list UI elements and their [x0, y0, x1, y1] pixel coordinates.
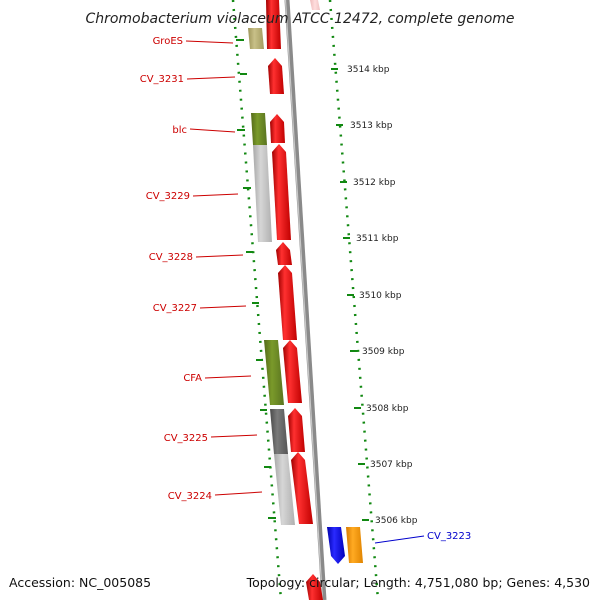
gene-arrow-cv3225 [288, 408, 305, 452]
kbp-label-3510: 3510 kbp [359, 291, 402, 301]
gene-arrow-cv3224 [291, 452, 313, 524]
label-leader-cv3223 [374, 535, 425, 544]
gene-label-cv3227: CV_3227 [153, 303, 197, 314]
cds-feature-lightgray-2 [274, 454, 295, 525]
cds-feature-olive-2 [264, 340, 284, 405]
gene-label-cv3231: CV_3231 [140, 74, 184, 85]
gene-label-blc: blc [172, 125, 187, 136]
gene-arrow-bottom [306, 574, 323, 600]
reverse-genes [327, 527, 363, 564]
genome-backbone [284, 0, 327, 600]
accession-text: Accession: NC_005085 [9, 575, 151, 590]
inner-tick-marks [236, 39, 276, 519]
gene-label-cv3224: CV_3224 [168, 491, 212, 502]
gene-label-cv3229: CV_3229 [146, 191, 190, 202]
label-leaders [185, 40, 263, 496]
gene-labels: GroES CV_3231 blc CV_3229 CV_3228 CV_322… [140, 36, 472, 542]
kbp-label-3511: 3511 kbp [356, 234, 399, 244]
gene-label-cfa: CFA [183, 373, 202, 384]
outer-dotted-ring [328, 0, 380, 600]
gene-arrow-top-faded [310, 0, 320, 10]
cds-feature-khaki [248, 28, 264, 49]
gene-label-cv3223: CV_3223 [427, 531, 471, 542]
map-title: Chromobacterium violaceum ATCC 12472, co… [85, 11, 514, 27]
gene-arrow-cv3228 [276, 242, 292, 265]
gene-label-cv3225: CV_3225 [164, 433, 208, 444]
gene-arrow-blc [270, 114, 285, 143]
gene-arrow-cv3231 [268, 58, 284, 94]
cds-feature-olive-1 [251, 113, 267, 145]
cds-feature-darkgray [270, 409, 288, 454]
kbp-label-3507: 3507 kbp [370, 460, 413, 470]
kbp-labels: 3514 kbp 3513 kbp 3512 kbp 3511 kbp 3510… [347, 65, 418, 526]
gene-feature-cv3223-orange [346, 527, 363, 563]
kbp-label-3513: 3513 kbp [350, 121, 393, 131]
forward-genes [266, 0, 323, 600]
outer-tick-marks [331, 68, 369, 521]
gene-arrow-cv3229 [272, 144, 291, 240]
inner-dotted-ring [231, 0, 283, 600]
kbp-label-3508: 3508 kbp [366, 404, 409, 414]
gene-label-groes: GroES [153, 36, 183, 47]
gene-arrow-groes [266, 0, 281, 49]
kbp-label-3506: 3506 kbp [375, 516, 418, 526]
kbp-label-3512: 3512 kbp [353, 178, 396, 188]
topology-text: Topology: circular; Length: 4,751,080 bp… [246, 575, 590, 590]
gene-arrow-cv3223-blue [327, 527, 345, 564]
gene-arrow-cv3227 [278, 265, 297, 340]
cds-feature-lightgray-1 [253, 145, 272, 242]
gene-label-cv3228: CV_3228 [149, 252, 193, 263]
cds-track [248, 28, 295, 525]
kbp-label-3509: 3509 kbp [362, 347, 405, 357]
genome-backbone-highlight [284, 0, 324, 600]
gene-arrow-cfa [283, 340, 302, 403]
kbp-label-3514: 3514 kbp [347, 65, 390, 75]
